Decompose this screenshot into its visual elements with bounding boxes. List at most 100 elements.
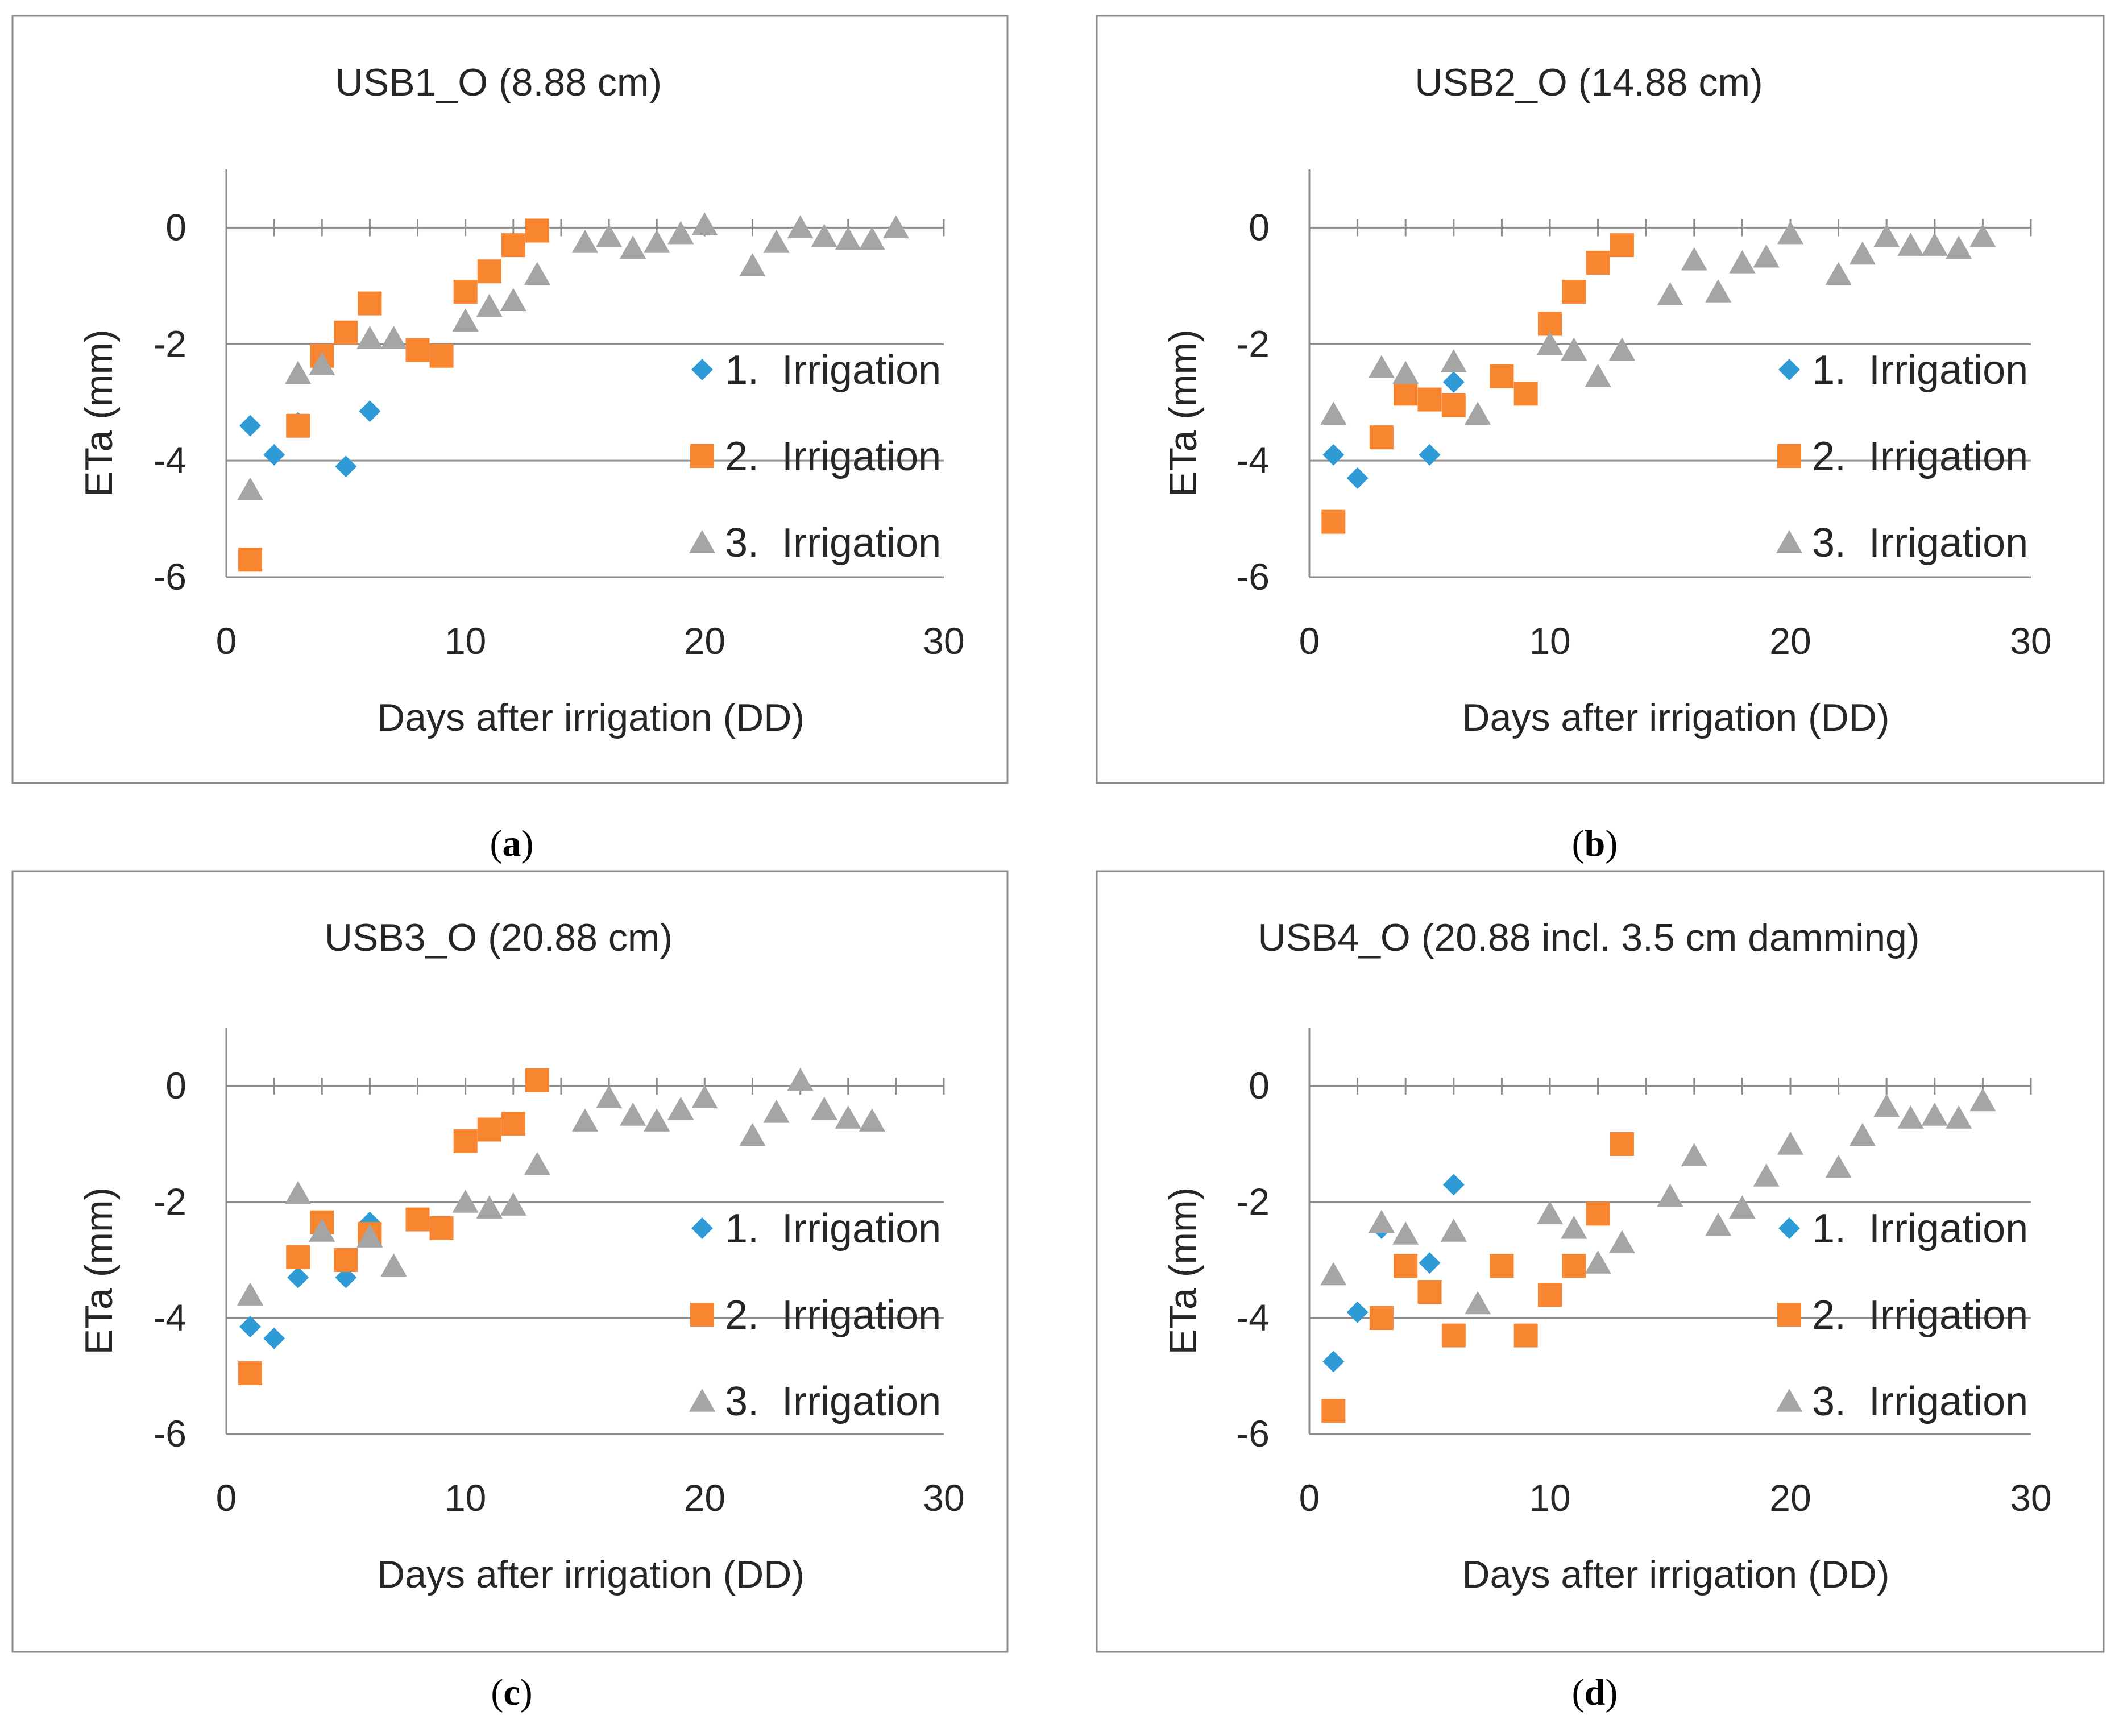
data-point [1440,1219,1467,1242]
data-point [882,215,909,239]
y-tick-label: 0 [1249,206,1270,248]
data-point [500,288,526,312]
series-2 [1321,1132,1634,1423]
data-point [1419,444,1441,466]
data-point [1562,1254,1586,1278]
legend-label: 2. Irrigation [1812,434,2028,479]
panel-label-d: (d) [1572,1672,1618,1713]
data-point [595,223,623,247]
series-3 [237,212,909,501]
data-point [452,308,479,332]
data-point [1849,1122,1876,1146]
y-tick-label: -6 [153,1412,186,1455]
data-point [1657,1183,1683,1207]
data-point [1441,393,1466,417]
data-point [1321,1399,1346,1423]
data-point [1946,235,1972,259]
y-tick-label: -6 [153,556,186,598]
data-point [1321,509,1346,534]
x-tick-label: 0 [1299,1477,1320,1519]
data-point [787,1067,814,1091]
data-point [1417,1280,1442,1304]
legend-marker [1777,444,1801,468]
data-point [763,1099,790,1123]
data-point [835,1105,861,1129]
data-point [691,1085,718,1109]
data-point [453,280,478,304]
data-point [477,259,501,284]
data-point [309,1219,335,1242]
data-point [356,326,383,349]
y-tick-label: -2 [1236,1180,1270,1223]
data-point [1392,1221,1419,1245]
data-point [1969,223,1996,247]
legend: 1. Irrigation 2. Irrigation 3. Irrigation [1776,1206,2028,1424]
data-point [1585,1250,1611,1274]
data-point [620,235,646,259]
data-point [237,477,264,501]
legend-marker [689,530,716,553]
data-point [335,1266,357,1288]
data-point [1320,401,1347,425]
data-point [453,1129,478,1153]
data-point [1465,1291,1491,1315]
data-point [1441,1323,1466,1348]
data-point [1394,382,1418,406]
y-tick-label: -2 [153,322,186,364]
data-point [1417,387,1442,412]
data-point [238,548,263,572]
chart-frame [1096,15,2105,784]
data-point [356,1224,383,1248]
legend-label: 1. Irrigation [1812,1206,2028,1252]
data-point [1681,247,1707,271]
x-tick-label: 20 [684,620,725,662]
legend-marker [1778,359,1800,380]
data-point [1969,1088,1996,1112]
x-tick-label: 30 [2010,1477,2051,1519]
legend-label: 2. Irrigation [1812,1292,2028,1338]
data-point [1729,250,1756,274]
data-point [667,1096,694,1120]
data-point [1440,349,1467,372]
data-point [1825,262,1852,285]
data-point [1825,1154,1852,1178]
data-point [1586,1201,1610,1226]
x-tick-label: 20 [684,1477,725,1519]
data-point [287,1266,309,1288]
data-point [476,293,503,317]
y-axis-label: ETa (mm) [77,1187,121,1355]
data-point [1777,221,1804,245]
series-3 [1320,1088,1996,1315]
data-point [595,1085,623,1109]
chart-panel-b: USB2_O (14.88 cm) 0 -2 -4 -6 0 10 20 30 Days afte… [1096,15,2105,784]
data-point [1729,1195,1756,1219]
data-point [285,361,312,384]
data-point [335,455,357,478]
chart-panel-d: USB4_O (20.88 incl. 3.5 cm damming) 0 -2 -4… [1096,870,2105,1653]
data-point [1442,1174,1465,1196]
y-axis-label: ETa (mm) [77,329,121,497]
chart-title: USB2_O (14.88 cm) [1415,61,1763,104]
data-point [309,352,335,375]
data-point [644,1108,670,1132]
data-point [1322,444,1345,466]
x-tick-label: 0 [216,620,237,662]
data-point [1897,233,1924,256]
data-point [1538,1283,1562,1307]
data-point [1369,425,1394,450]
data-point [1610,1132,1634,1156]
x-tick-label: 20 [1769,1477,1811,1519]
data-point [239,415,262,437]
y-tick-label: 0 [1249,1064,1270,1107]
data-point [1897,1105,1924,1129]
data-point [1513,1323,1538,1348]
chart-panel-a: USB1_O (8.88 cm) 0 -2 -4 -6 0 10 20 30 Days after… [11,15,1009,784]
legend-marker [1778,1217,1800,1239]
data-point [429,1216,454,1240]
series-1 [239,1211,381,1349]
data-point [286,413,310,438]
y-tick-label: -6 [1236,556,1270,598]
data-point [859,1108,885,1132]
data-point [1442,371,1465,393]
